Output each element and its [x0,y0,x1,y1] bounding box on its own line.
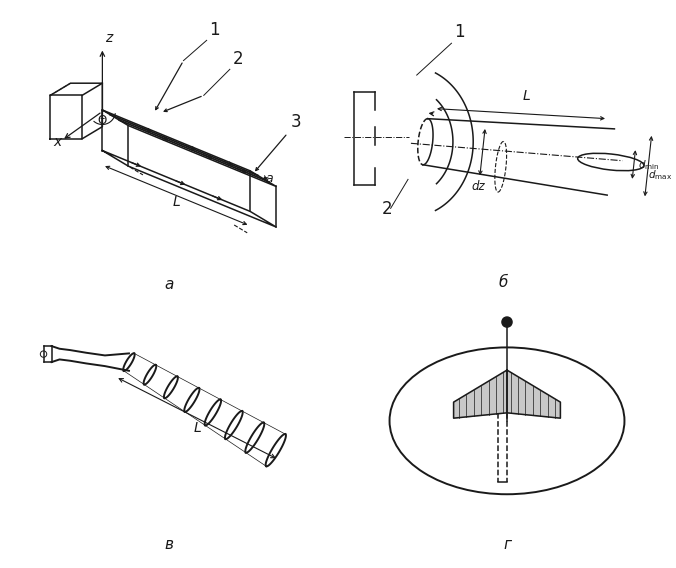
Text: a: a [265,172,273,185]
Text: 2: 2 [233,49,243,68]
Text: L: L [172,195,180,208]
Text: z: z [105,31,112,45]
Text: а: а [164,277,174,293]
Text: в: в [164,537,174,552]
Text: 1: 1 [454,23,465,41]
Text: 1: 1 [210,20,220,39]
Text: $d_{\mathrm{min}}$: $d_{\mathrm{min}}$ [638,158,660,172]
Polygon shape [507,370,560,418]
Text: 3: 3 [291,113,301,131]
Text: 2: 2 [382,200,393,218]
Text: x: x [53,135,62,149]
Text: б: б [499,274,508,290]
Text: $\Theta$: $\Theta$ [97,114,107,127]
Polygon shape [454,370,507,418]
Text: L: L [193,420,201,435]
Text: dz: dz [471,180,485,193]
Text: г: г [503,537,511,552]
Text: L: L [523,89,531,103]
Ellipse shape [502,317,512,327]
Text: $d_{\mathrm{max}}$: $d_{\mathrm{max}}$ [648,168,672,182]
